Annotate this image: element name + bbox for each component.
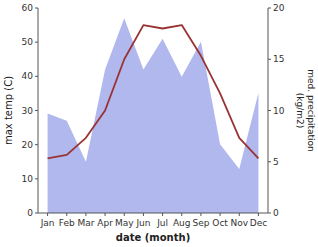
x-tick-label: Jan <box>40 218 55 228</box>
x-tick <box>47 213 48 216</box>
x-tick-label: Apr <box>97 218 113 228</box>
x-tick-label: Feb <box>59 218 75 228</box>
x-tick-label: Nov <box>230 218 248 228</box>
x-tick <box>162 213 163 216</box>
x-tick <box>105 213 106 216</box>
x-tick-label: May <box>115 218 134 228</box>
precipitation-area <box>48 18 259 213</box>
y-tick-label: 30 <box>22 106 34 116</box>
y2-axis-label-line: (kg/m2) <box>295 93 305 128</box>
y-tick <box>35 178 38 179</box>
axes: Jan FebMarAprMayJun Jul AugSepOctNovDec 0 10 2… <box>22 3 285 228</box>
y2-tick <box>268 8 271 9</box>
x-tick-label: Jul <box>156 218 168 228</box>
y-tick <box>35 8 38 9</box>
x-tick-label: Sep <box>192 218 209 228</box>
x-tick <box>239 213 240 216</box>
temperature-line <box>48 25 259 158</box>
y-tick <box>35 76 38 77</box>
y-tick-label: 20 <box>22 140 34 150</box>
x-tick <box>258 213 259 216</box>
y2-tick <box>268 110 271 111</box>
y-tick <box>35 42 38 43</box>
y2-tick <box>268 213 271 214</box>
y2-tick-label: 0 <box>273 208 279 218</box>
y2-tick-label: 5 <box>273 157 279 167</box>
x-tick-label: Oct <box>212 218 228 228</box>
x-tick <box>66 213 67 216</box>
x-tick <box>181 213 182 216</box>
y-tick-label: 50 <box>22 37 34 47</box>
y-tick-label: 10 <box>22 174 34 184</box>
y2-tick <box>268 59 271 60</box>
x-tick <box>220 213 221 216</box>
y-axis-label: max temp (C) <box>3 76 14 145</box>
y2-axis-label: med. precipitation(kg/m2) <box>295 69 316 151</box>
x-tick <box>200 213 201 216</box>
y-tick <box>35 110 38 111</box>
y2-tick-label: 20 <box>273 3 285 13</box>
y-tick <box>35 144 38 145</box>
plot-area <box>48 18 259 213</box>
x-tick-label: Aug <box>173 218 191 228</box>
x-tick <box>143 213 144 216</box>
x-tick <box>85 213 86 216</box>
y2-axis-label-line: med. precipitation <box>306 69 316 151</box>
y-tick-label: 60 <box>22 3 34 13</box>
x-tick-label: Dec <box>250 218 267 228</box>
y2-tick <box>268 161 271 162</box>
y-tick-label: 0 <box>27 208 33 218</box>
x-tick <box>124 213 125 216</box>
y2-tick-label: 15 <box>273 54 284 64</box>
y-tick <box>35 213 38 214</box>
x-axis-label: date (month) <box>116 232 190 243</box>
x-tick-label: Mar <box>77 218 94 228</box>
x-tick-label: Jun <box>135 218 150 228</box>
x-axis-line <box>38 213 268 214</box>
y-tick-label: 40 <box>22 71 34 81</box>
chart: Jan FebMarAprMayJun Jul AugSepOctNovDec 0 10 2… <box>0 0 318 247</box>
y2-tick-label: 10 <box>273 106 285 116</box>
